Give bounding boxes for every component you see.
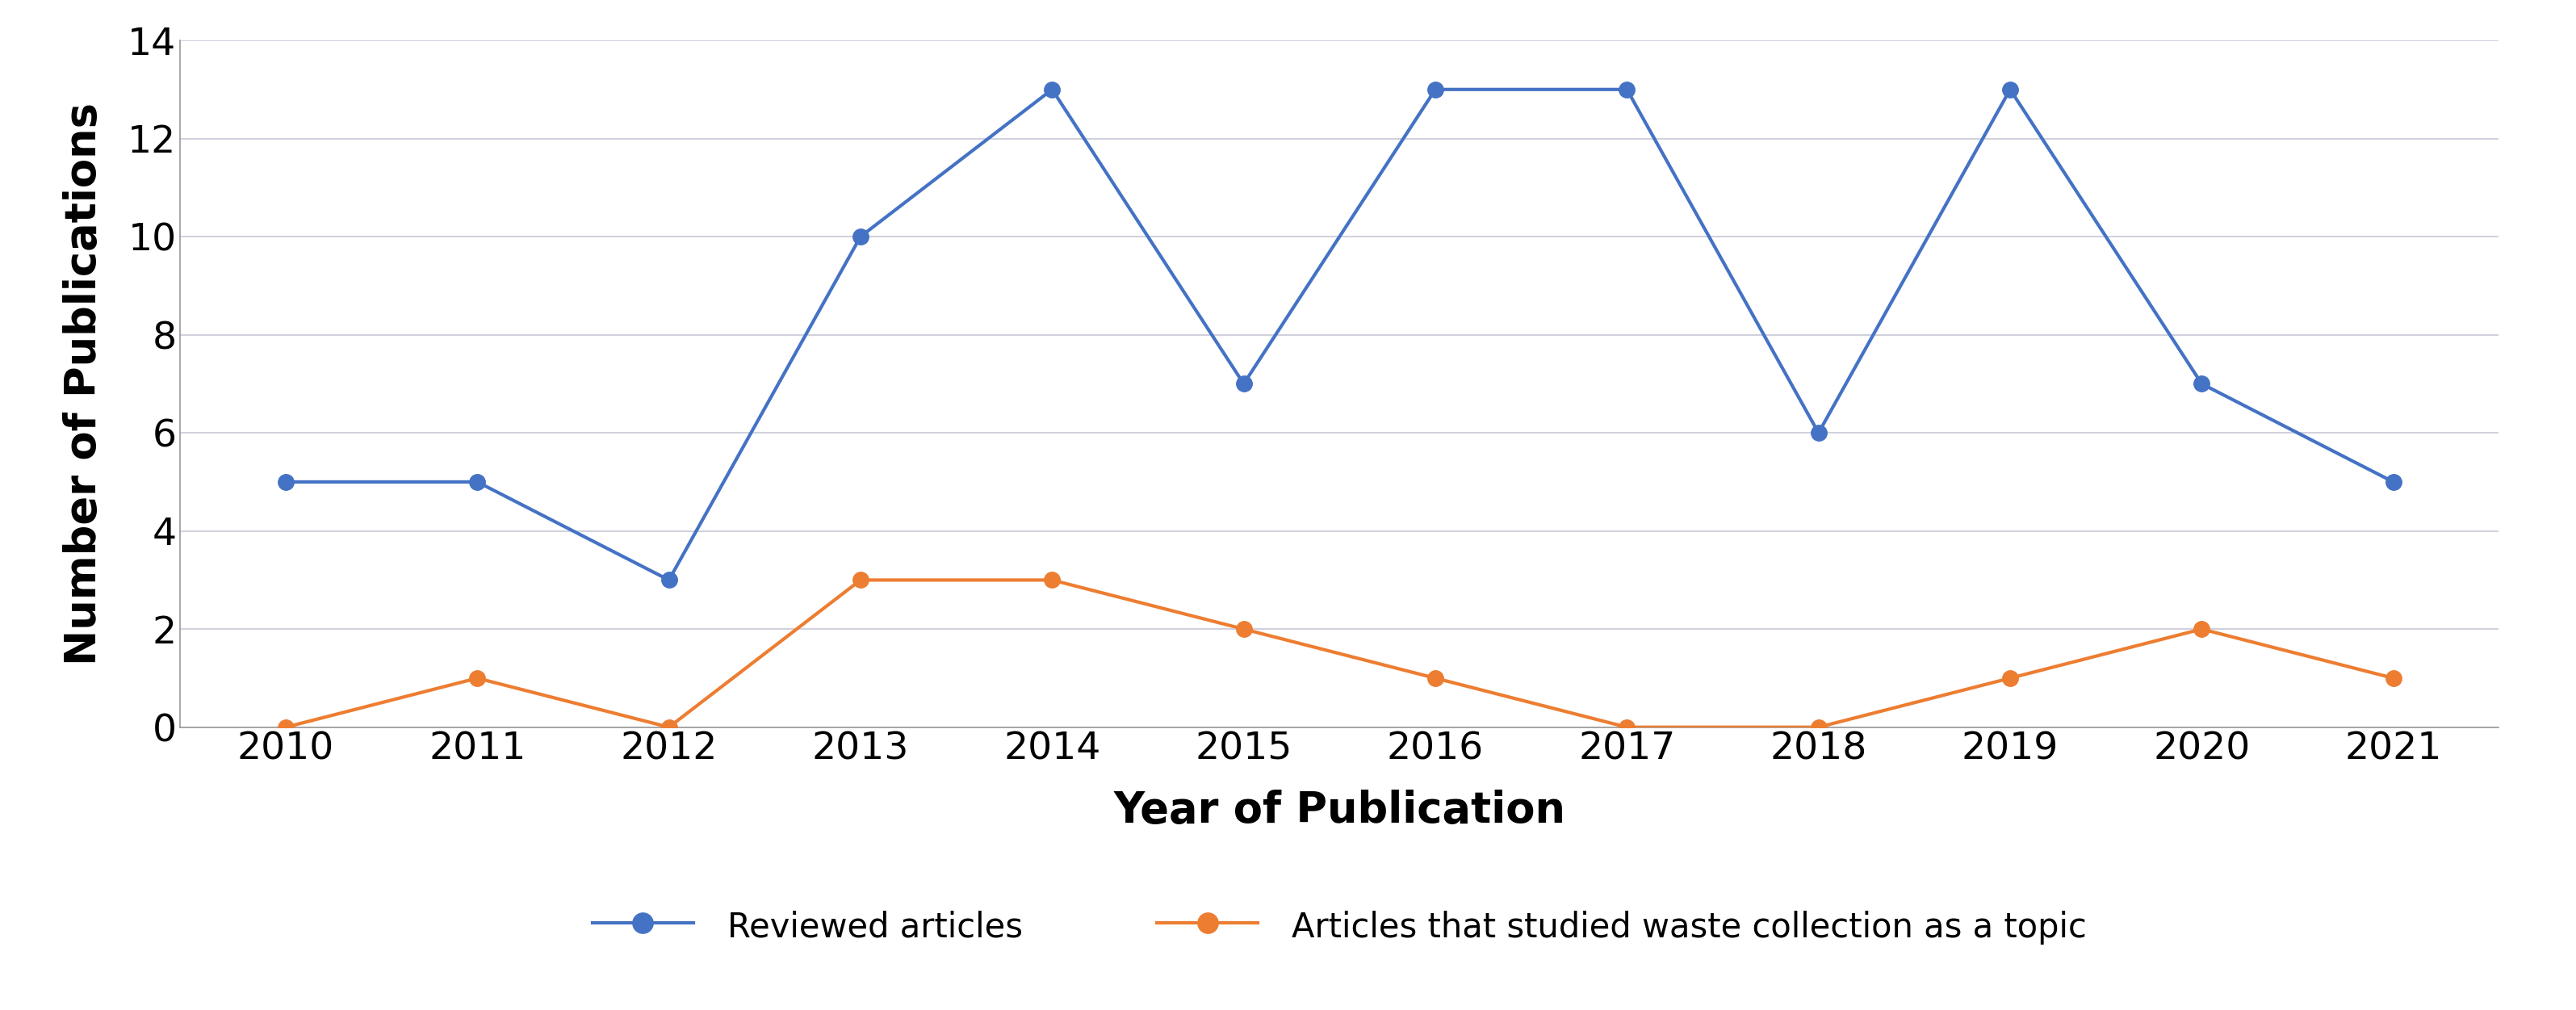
Y-axis label: Number of Publications: Number of Publications [64, 102, 106, 666]
Reviewed articles [654, 574, 685, 586]
Reviewed articles [1036, 84, 1066, 96]
X-axis label: Year of Publication: Year of Publication [1113, 790, 1566, 832]
Articles that studied waste collection as a topic [845, 574, 876, 586]
Articles that studied waste collection as a topic [1419, 672, 1450, 684]
Reviewed articles [1994, 84, 2025, 96]
Line: Reviewed articles: Reviewed articles [278, 82, 2401, 588]
Articles that studied waste collection as a topic [1994, 672, 2025, 684]
Articles that studied waste collection as a topic [461, 672, 492, 684]
Reviewed articles [1419, 84, 1450, 96]
Reviewed articles [1803, 427, 1834, 439]
Reviewed articles [2378, 476, 2409, 488]
Reviewed articles [2187, 378, 2218, 390]
Line: Articles that studied waste collection as a topic: Articles that studied waste collection a… [278, 573, 2401, 735]
Reviewed articles [1229, 378, 1260, 390]
Legend: Reviewed articles, Articles that studied waste collection as a topic: Reviewed articles, Articles that studied… [580, 895, 2099, 957]
Articles that studied waste collection as a topic [2378, 672, 2409, 684]
Articles that studied waste collection as a topic [1613, 721, 1643, 733]
Articles that studied waste collection as a topic [2187, 623, 2218, 635]
Reviewed articles [270, 476, 301, 488]
Reviewed articles [1613, 84, 1643, 96]
Articles that studied waste collection as a topic [270, 721, 301, 733]
Articles that studied waste collection as a topic [1036, 574, 1066, 586]
Reviewed articles [461, 476, 492, 488]
Articles that studied waste collection as a topic [654, 721, 685, 733]
Articles that studied waste collection as a topic [1229, 623, 1260, 635]
Articles that studied waste collection as a topic [1803, 721, 1834, 733]
Reviewed articles [845, 230, 876, 242]
